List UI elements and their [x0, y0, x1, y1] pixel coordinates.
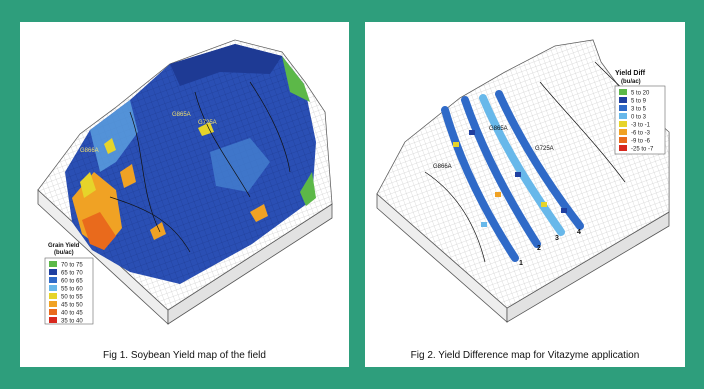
legend-swatch	[49, 269, 57, 275]
field-label: G725A	[535, 146, 554, 152]
legend-label: 40 to 45	[61, 311, 83, 317]
strip-number: 4	[577, 229, 581, 236]
legend-label: 0 to 3	[631, 115, 647, 121]
legend-title: Grain Yield	[48, 243, 80, 249]
legend-swatch	[619, 89, 627, 95]
strip-4	[495, 90, 584, 230]
strip-1	[441, 106, 519, 262]
legend-label: -3 to -1	[631, 123, 651, 129]
yield-diff-panel: G865A G725A G866A 1 2 3 4 Yield Diff (bu…	[365, 22, 685, 367]
field-label: G865A	[489, 126, 508, 132]
legend-label: -6 to -3	[631, 131, 651, 137]
figure-caption: Fig 2. Yield Difference map for Vitazyme…	[410, 350, 640, 361]
yield-map-figure: G865A G725A G866A Grain Yield (bu/ac) 70…	[37, 39, 333, 325]
legend-label: 55 to 60	[61, 287, 83, 293]
legend-label: -25 to -7	[631, 147, 654, 153]
strip-2	[461, 96, 541, 248]
legend-label: 60 to 65	[61, 279, 83, 285]
yield-map-panel: G865A G725A G866A Grain Yield (bu/ac) 70…	[20, 22, 349, 367]
yield-diff-figure: G865A G725A G866A 1 2 3 4 Yield Diff (bu…	[376, 39, 670, 323]
treatment-strips	[441, 90, 584, 262]
legend-swatch	[619, 145, 627, 151]
strip-number: 3	[555, 235, 559, 242]
legend-swatch	[619, 137, 627, 143]
legend-swatch	[619, 105, 627, 111]
field-label: G866A	[433, 164, 452, 170]
legend-label: 35 to 40	[61, 319, 83, 325]
legend-label: 5 to 9	[631, 99, 647, 105]
yield-diff-legend: Yield Diff (bu/ac) 5 to 20 5 to 9 3 to 5 0 …	[614, 70, 666, 155]
figure-caption: Fig 1. Soybean Yield map of the field	[103, 350, 266, 361]
legend-unit: (bu/ac)	[54, 250, 74, 256]
legend-swatch	[49, 293, 57, 299]
legend-swatch	[619, 129, 627, 135]
strip-3	[479, 94, 565, 236]
legend-swatch	[49, 277, 57, 283]
legend-label: -9 to -6	[631, 139, 651, 145]
strip-number: 2	[537, 245, 541, 252]
strip-number: 1	[519, 260, 523, 267]
field-label: G865A	[172, 112, 191, 118]
legend-label: 5 to 20	[631, 91, 650, 97]
legend-label: 65 to 70	[61, 271, 83, 277]
legend-label: 50 to 55	[61, 295, 83, 301]
yield-coverage	[65, 44, 316, 284]
legend-swatch	[619, 121, 627, 127]
legend-swatch	[619, 113, 627, 119]
legend-swatch	[49, 317, 57, 323]
yield-legend: Grain Yield (bu/ac) 70 to 75 65 to 70 60 t…	[44, 243, 94, 325]
legend-swatch	[49, 309, 57, 315]
legend-swatch	[49, 285, 57, 291]
legend-unit: (bu/ac)	[621, 79, 641, 85]
legend-label: 70 to 75	[61, 263, 83, 269]
legend-title: Yield Diff	[615, 70, 646, 77]
legend-label: 45 to 50	[61, 303, 83, 309]
legend-label: 3 to 5	[631, 107, 647, 113]
legend-swatch	[49, 261, 57, 267]
legend-swatch	[49, 301, 57, 307]
field-label: G866A	[80, 148, 99, 154]
field-label: G725A	[198, 120, 217, 126]
legend-swatch	[619, 97, 627, 103]
